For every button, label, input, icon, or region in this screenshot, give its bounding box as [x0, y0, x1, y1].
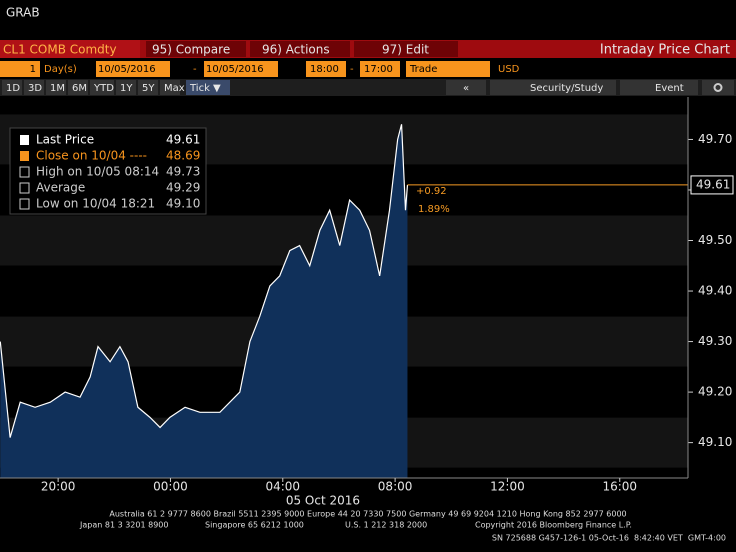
x-tick-label: 16:00: [602, 480, 637, 494]
actions[interactable]: 96) Actions: [262, 43, 330, 57]
end-date: 10/05/2016: [206, 64, 264, 75]
y-tick-label: 49.40: [698, 284, 732, 298]
range-button[interactable]: [46, 80, 66, 95]
edit-button[interactable]: [354, 41, 458, 57]
legend-label: Low on 10/04 18:21: [36, 197, 155, 211]
legend-value: 49.73: [166, 165, 200, 179]
range-button[interactable]: [116, 80, 136, 95]
field-box[interactable]: [0, 61, 40, 77]
range-button[interactable]: [2, 80, 22, 95]
range-buttons: 1D 3D 1M 6M YTD 1Y 5Y Max Tick ▼: [2, 80, 230, 95]
compare[interactable]: 95) Compare: [152, 43, 230, 57]
event[interactable]: Event: [655, 83, 684, 94]
field-box[interactable]: [96, 61, 170, 77]
dash: -: [193, 64, 197, 75]
legend-value: 49.61: [166, 133, 200, 147]
settings-row: 1 Day(s) 10/05/2016 - 10/05/2016 18:00 -…: [0, 61, 520, 77]
range-button[interactable]: [138, 80, 158, 95]
study[interactable]: Security/Study: [530, 83, 603, 94]
footer-text: Japan 81 3 3201 8900: [79, 521, 168, 530]
range-label[interactable]: Tick ▼: [189, 83, 221, 94]
y-tick-label: 49.50: [698, 233, 732, 247]
back-button[interactable]: [446, 80, 486, 95]
range-label[interactable]: Max: [164, 83, 185, 94]
x-tick-label: 20:00: [41, 480, 76, 494]
legend-swatch: [20, 135, 29, 145]
legend-box: [9, 127, 207, 215]
security-field[interactable]: [0, 40, 140, 58]
x-tick-label: 00:00: [153, 480, 188, 494]
end-time: 17:00: [364, 64, 393, 75]
legend-label: Average: [36, 181, 85, 195]
range-label[interactable]: 6M: [72, 83, 87, 94]
legend-label: Last Price: [36, 133, 94, 147]
footer-text: Copyright 2016 Bloomberg Finance L.P.: [475, 521, 632, 530]
x-tick-label: 04:00: [265, 480, 300, 494]
study-button[interactable]: [490, 80, 616, 95]
y-tick-label: 49.20: [698, 385, 732, 399]
y-tick-label: 49.70: [698, 132, 732, 146]
y-tick-label: 49.30: [698, 334, 732, 348]
x-axis-label: 05 Oct 2016: [286, 494, 360, 508]
last-price-box: [690, 175, 734, 195]
range-button[interactable]: [90, 80, 114, 95]
period-unit: Day(s): [44, 64, 77, 75]
range-label[interactable]: 1Y: [120, 83, 133, 94]
range-button[interactable]: [68, 80, 88, 95]
field: Trade: [409, 64, 437, 75]
legend-swatch: [19, 198, 30, 210]
window-title: GRAB: [6, 6, 40, 20]
event-button[interactable]: [620, 80, 698, 95]
footer-text: U.S. 1 212 318 2000: [345, 521, 427, 530]
actions-button[interactable]: [250, 41, 350, 57]
footer-text: Australia 61 2 9777 8600 Brazil 5511 239…: [109, 510, 626, 519]
field-box[interactable]: [360, 61, 400, 77]
period: 1: [30, 64, 36, 75]
last-price-label: 49.61: [696, 177, 730, 191]
legend: Last Price 49.61 Close on 10/04 ---- 48.69 H…: [19, 133, 200, 211]
legend-label: High on 10/05 08:14: [36, 165, 159, 179]
start-time: 18:00: [310, 64, 339, 75]
range-button[interactable]: [24, 80, 44, 95]
gear-icon: [713, 83, 723, 92]
panel-title: Intraday Price Chart: [600, 43, 730, 58]
footer-text: Singapore 65 6212 1000: [205, 521, 304, 530]
range-button[interactable]: [186, 80, 230, 95]
field-box[interactable]: [406, 61, 490, 77]
legend-value: 49.10: [166, 197, 200, 211]
back[interactable]: «: [463, 83, 469, 94]
start-date: 10/05/2016: [98, 64, 156, 75]
legend-swatch: [20, 151, 29, 161]
field-box[interactable]: [204, 61, 278, 77]
price-line: [0, 124, 409, 438]
legend-value: 48.69: [166, 149, 200, 163]
edit[interactable]: 97) Edit: [382, 43, 429, 57]
range-button[interactable]: [160, 80, 180, 95]
settings-button[interactable]: [702, 80, 734, 95]
change-abs: +0.92: [416, 186, 447, 197]
range-label[interactable]: YTD: [93, 83, 114, 94]
x-tick-label: 12:00: [490, 480, 525, 494]
dash: -: [350, 64, 354, 75]
range-label[interactable]: 5Y: [142, 83, 155, 94]
legend-swatch: [19, 166, 30, 178]
change-pct: 1.89%: [418, 204, 450, 215]
security: CL1 COMB Comdty: [3, 43, 117, 57]
currency: USD: [498, 64, 520, 75]
x-tick-label: 08:00: [378, 480, 413, 494]
range-label[interactable]: 3D: [28, 83, 42, 94]
area: [0, 124, 408, 478]
y-tick-label: 49.10: [698, 435, 732, 449]
range-label[interactable]: 1M: [50, 83, 65, 94]
legend-value: 49.29: [166, 181, 200, 195]
range-label[interactable]: 1D: [6, 83, 20, 94]
footer-text: SN 725688 G457-126-1 05-Oct-16 8:42:40 V…: [492, 534, 726, 543]
field-box[interactable]: [306, 61, 346, 77]
compare-button[interactable]: [146, 41, 246, 57]
legend-label: Close on 10/04 ----: [36, 149, 147, 163]
legend-swatch: [19, 182, 30, 194]
